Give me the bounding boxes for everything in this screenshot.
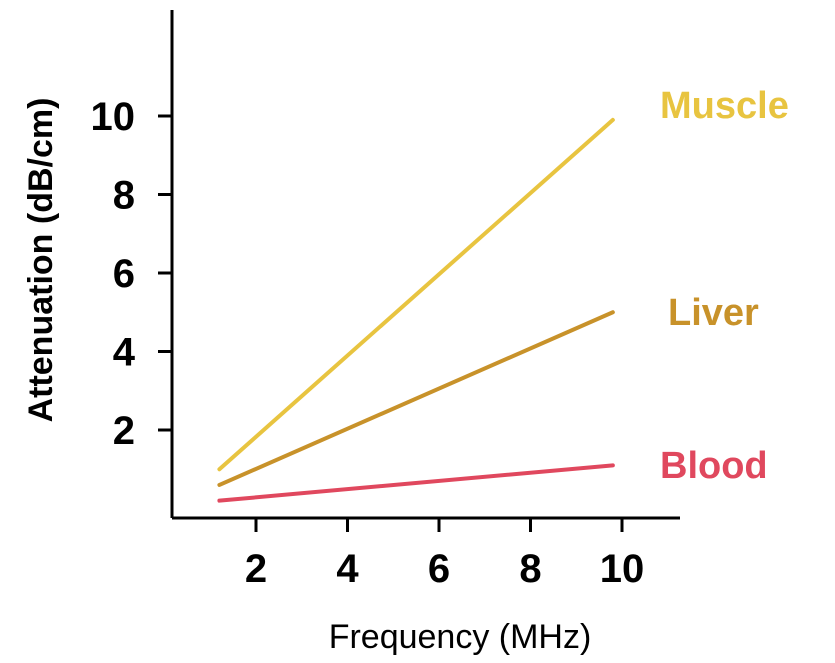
y-tick-label: 6 — [113, 252, 135, 296]
liver-line — [217, 310, 615, 487]
y-tick-label: 10 — [91, 95, 136, 139]
series-lines — [217, 117, 615, 503]
series-labels: Muscle Liver Blood — [660, 85, 789, 487]
y-axis-title: Attenuation (dB/cm) — [22, 98, 60, 423]
muscle-label: Muscle — [660, 85, 789, 127]
ticks: 2 4 6 8 10 2 4 6 8 10 — [91, 95, 645, 591]
liver-label: Liver — [668, 292, 759, 334]
x-tick-label: 10 — [600, 547, 645, 591]
x-tick-label: 2 — [245, 547, 267, 591]
x-tick-label: 8 — [519, 547, 541, 591]
y-tick-label: 8 — [113, 174, 135, 218]
x-axis-title: Frequency (MHz) — [329, 618, 592, 656]
x-tick-label: 6 — [428, 547, 450, 591]
muscle-line — [217, 117, 615, 472]
x-tick-label: 4 — [336, 547, 359, 591]
blood-line — [217, 463, 615, 503]
y-tick-label: 4 — [113, 331, 136, 375]
y-tick-label: 2 — [113, 409, 135, 453]
blood-label: Blood — [660, 445, 768, 487]
